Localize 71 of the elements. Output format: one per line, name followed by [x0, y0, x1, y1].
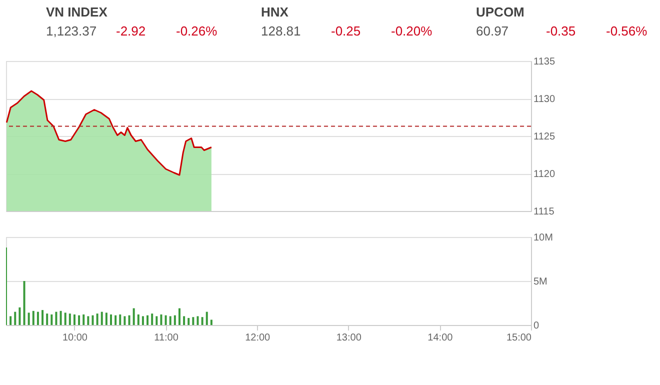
bar — [206, 312, 208, 325]
x-tick-label: 12:00 — [245, 332, 271, 344]
bar — [119, 314, 122, 325]
x-tick-label: 10:00 — [62, 332, 88, 344]
bar — [169, 316, 172, 325]
bar — [105, 312, 108, 325]
bar — [137, 314, 140, 325]
y-tick-label: 1130 — [534, 94, 556, 105]
bar — [188, 318, 190, 325]
x-tick-label: 14:00 — [428, 332, 454, 344]
text: 60.97 — [476, 24, 509, 39]
bar — [18, 307, 21, 325]
bar — [68, 314, 71, 325]
text: UPCOM — [476, 4, 524, 20]
bar — [82, 314, 85, 325]
line-series — [6, 90, 212, 176]
text: -0.20% — [391, 24, 433, 39]
bar — [28, 312, 30, 325]
bar — [100, 312, 103, 325]
y-tick-label: 10M — [534, 232, 553, 244]
y-tick-label: 1115 — [534, 206, 555, 218]
bar — [50, 314, 53, 325]
x-tick-label: 11:00 — [154, 332, 179, 344]
text: -0.26% — [176, 24, 218, 39]
bar — [32, 310, 34, 325]
text: -0.25 — [331, 24, 361, 39]
bar — [87, 316, 90, 325]
bar — [114, 315, 117, 325]
bar — [160, 314, 162, 325]
bar — [183, 316, 186, 325]
bar — [78, 315, 80, 325]
bar — [192, 317, 194, 325]
bar — [42, 310, 44, 325]
text: 128.81 — [261, 24, 301, 39]
bar — [46, 314, 48, 325]
text: 1,123.37 — [46, 24, 97, 39]
bar — [55, 312, 58, 325]
bar — [132, 308, 135, 325]
text: -0.35 — [546, 24, 576, 39]
bar — [146, 315, 149, 325]
text: VN INDEX — [46, 4, 108, 20]
bar — [124, 316, 126, 325]
y-tick-label: 0 — [534, 320, 540, 332]
bar — [64, 312, 66, 325]
text: -0.56% — [606, 24, 648, 39]
bar — [96, 314, 98, 325]
text: HNX — [261, 4, 289, 20]
bar — [73, 314, 76, 325]
bar — [151, 314, 154, 325]
bar — [10, 316, 12, 325]
bar — [210, 320, 212, 325]
bar — [178, 308, 180, 325]
bar — [174, 315, 176, 325]
text: -2.92 — [116, 24, 146, 39]
y-tick-label: 1135 — [534, 56, 556, 68]
bar — [196, 316, 199, 325]
bar — [201, 317, 204, 325]
bar — [23, 281, 26, 325]
bar — [110, 314, 112, 325]
x-tick-label: 15:00 — [506, 332, 532, 344]
bar — [128, 315, 130, 325]
y-tick-label: 1120 — [534, 169, 556, 180]
bar — [60, 310, 62, 325]
y-tick-label: 1125 — [534, 132, 556, 142]
bar — [36, 312, 39, 325]
y-tick-label: 5M — [534, 276, 548, 288]
bar — [142, 316, 144, 325]
x-tick-label: 13:00 — [336, 332, 362, 344]
bar — [164, 315, 167, 325]
bar — [92, 315, 94, 325]
bar — [156, 316, 158, 325]
